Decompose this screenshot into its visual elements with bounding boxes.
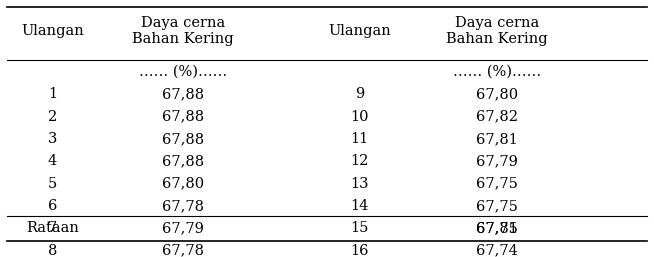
Text: 67,78: 67,78 <box>162 243 204 257</box>
Text: 2: 2 <box>48 109 57 124</box>
Text: 8: 8 <box>48 243 57 257</box>
Text: 15: 15 <box>351 221 369 235</box>
Text: 67,88: 67,88 <box>162 132 204 146</box>
Text: 11: 11 <box>351 132 369 146</box>
Text: 9: 9 <box>355 87 364 101</box>
Text: 12: 12 <box>351 154 369 168</box>
Text: 67,74: 67,74 <box>476 243 518 257</box>
Text: 67,79: 67,79 <box>162 221 204 235</box>
Text: 67,75: 67,75 <box>476 199 518 213</box>
Text: 67,81: 67,81 <box>476 221 518 235</box>
Text: 6: 6 <box>48 199 57 213</box>
Text: 1: 1 <box>48 87 57 101</box>
Text: Ulangan: Ulangan <box>21 24 84 38</box>
Text: …… (%)……: …… (%)…… <box>453 65 541 79</box>
Text: 7: 7 <box>48 221 57 235</box>
Text: 67,79: 67,79 <box>476 154 518 168</box>
Text: 67,75: 67,75 <box>476 177 518 190</box>
Text: 67,88: 67,88 <box>162 154 204 168</box>
Text: 67,80: 67,80 <box>162 177 204 190</box>
Text: 4: 4 <box>48 154 57 168</box>
Text: 67,82: 67,82 <box>476 109 518 124</box>
Text: 67,75: 67,75 <box>476 221 518 235</box>
Text: 3: 3 <box>48 132 57 146</box>
Text: 67,80: 67,80 <box>476 87 518 101</box>
Text: Daya cerna
Bahan Kering: Daya cerna Bahan Kering <box>132 16 234 46</box>
Text: 14: 14 <box>351 199 369 213</box>
Text: 67,78: 67,78 <box>162 199 204 213</box>
Text: …… (%)……: …… (%)…… <box>139 65 227 79</box>
Text: Ulangan: Ulangan <box>328 24 391 38</box>
Text: Daya cerna
Bahan Kering: Daya cerna Bahan Kering <box>446 16 548 46</box>
Text: 16: 16 <box>351 243 369 257</box>
Text: 5: 5 <box>48 177 57 190</box>
Text: Rataan: Rataan <box>26 221 78 235</box>
Text: 10: 10 <box>351 109 369 124</box>
Text: 67,88: 67,88 <box>162 109 204 124</box>
Text: 67,88: 67,88 <box>162 87 204 101</box>
Text: 67,81: 67,81 <box>476 132 518 146</box>
Text: 13: 13 <box>351 177 369 190</box>
